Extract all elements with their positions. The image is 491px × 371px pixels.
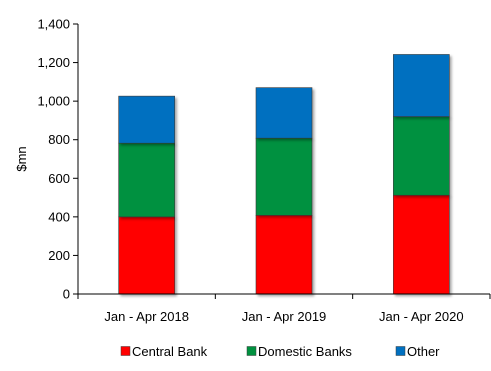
legend-label: Domestic Banks [258,344,352,359]
legend-item-central-bank: Central Bank [120,344,208,359]
axes [73,23,491,299]
legend-item-domestic-banks: Domestic Banks [246,344,352,359]
x-category-label: Jan - Apr 2020 [379,309,464,324]
y-tick-label: 1,000 [37,94,70,109]
bar-segment-central-bank-3 [393,194,450,295]
y-tick-label: 800 [48,132,70,147]
legend-swatch [120,346,131,356]
legend-label: Central Bank [132,344,208,359]
y-tick-label: 400 [48,209,70,224]
bar-segment-central-bank-1 [118,216,175,295]
x-category-label: Jan - Apr 2018 [104,309,189,324]
y-tick-label: 200 [48,248,70,263]
y-tick-label: 1,400 [37,17,70,32]
bar-segment-domestic-banks-2 [255,137,313,216]
y-tick-label: 600 [48,171,70,186]
bar-segment-domestic-banks-1 [118,142,175,218]
bar-stack-3 [393,54,450,295]
axis-labels: 0 200 400 600 800 1,000 1,200 1,400 Jan - Apr 20… [14,17,464,325]
legend: Central Bank Domestic Banks Other [120,344,440,359]
bar-segment-other-3 [393,54,450,117]
y-tick-label: 1,200 [37,55,70,70]
legend-item-other: Other [395,344,440,359]
y-tick-label: 0 [63,287,70,302]
bar-segment-domestic-banks-3 [393,116,450,196]
legend-label: Other [407,344,440,359]
bars-layer [118,54,450,295]
x-category-label: Jan - Apr 2019 [242,309,327,324]
y-axis-title: $mn [14,146,29,171]
legend-swatch [395,346,406,356]
bar-stack-2 [255,87,313,295]
legend-swatch [246,346,257,356]
bar-segment-central-bank-2 [255,215,313,295]
bar-stack-1 [118,95,175,295]
bar-segment-other-2 [255,87,313,139]
bar-segment-other-1 [118,95,175,144]
